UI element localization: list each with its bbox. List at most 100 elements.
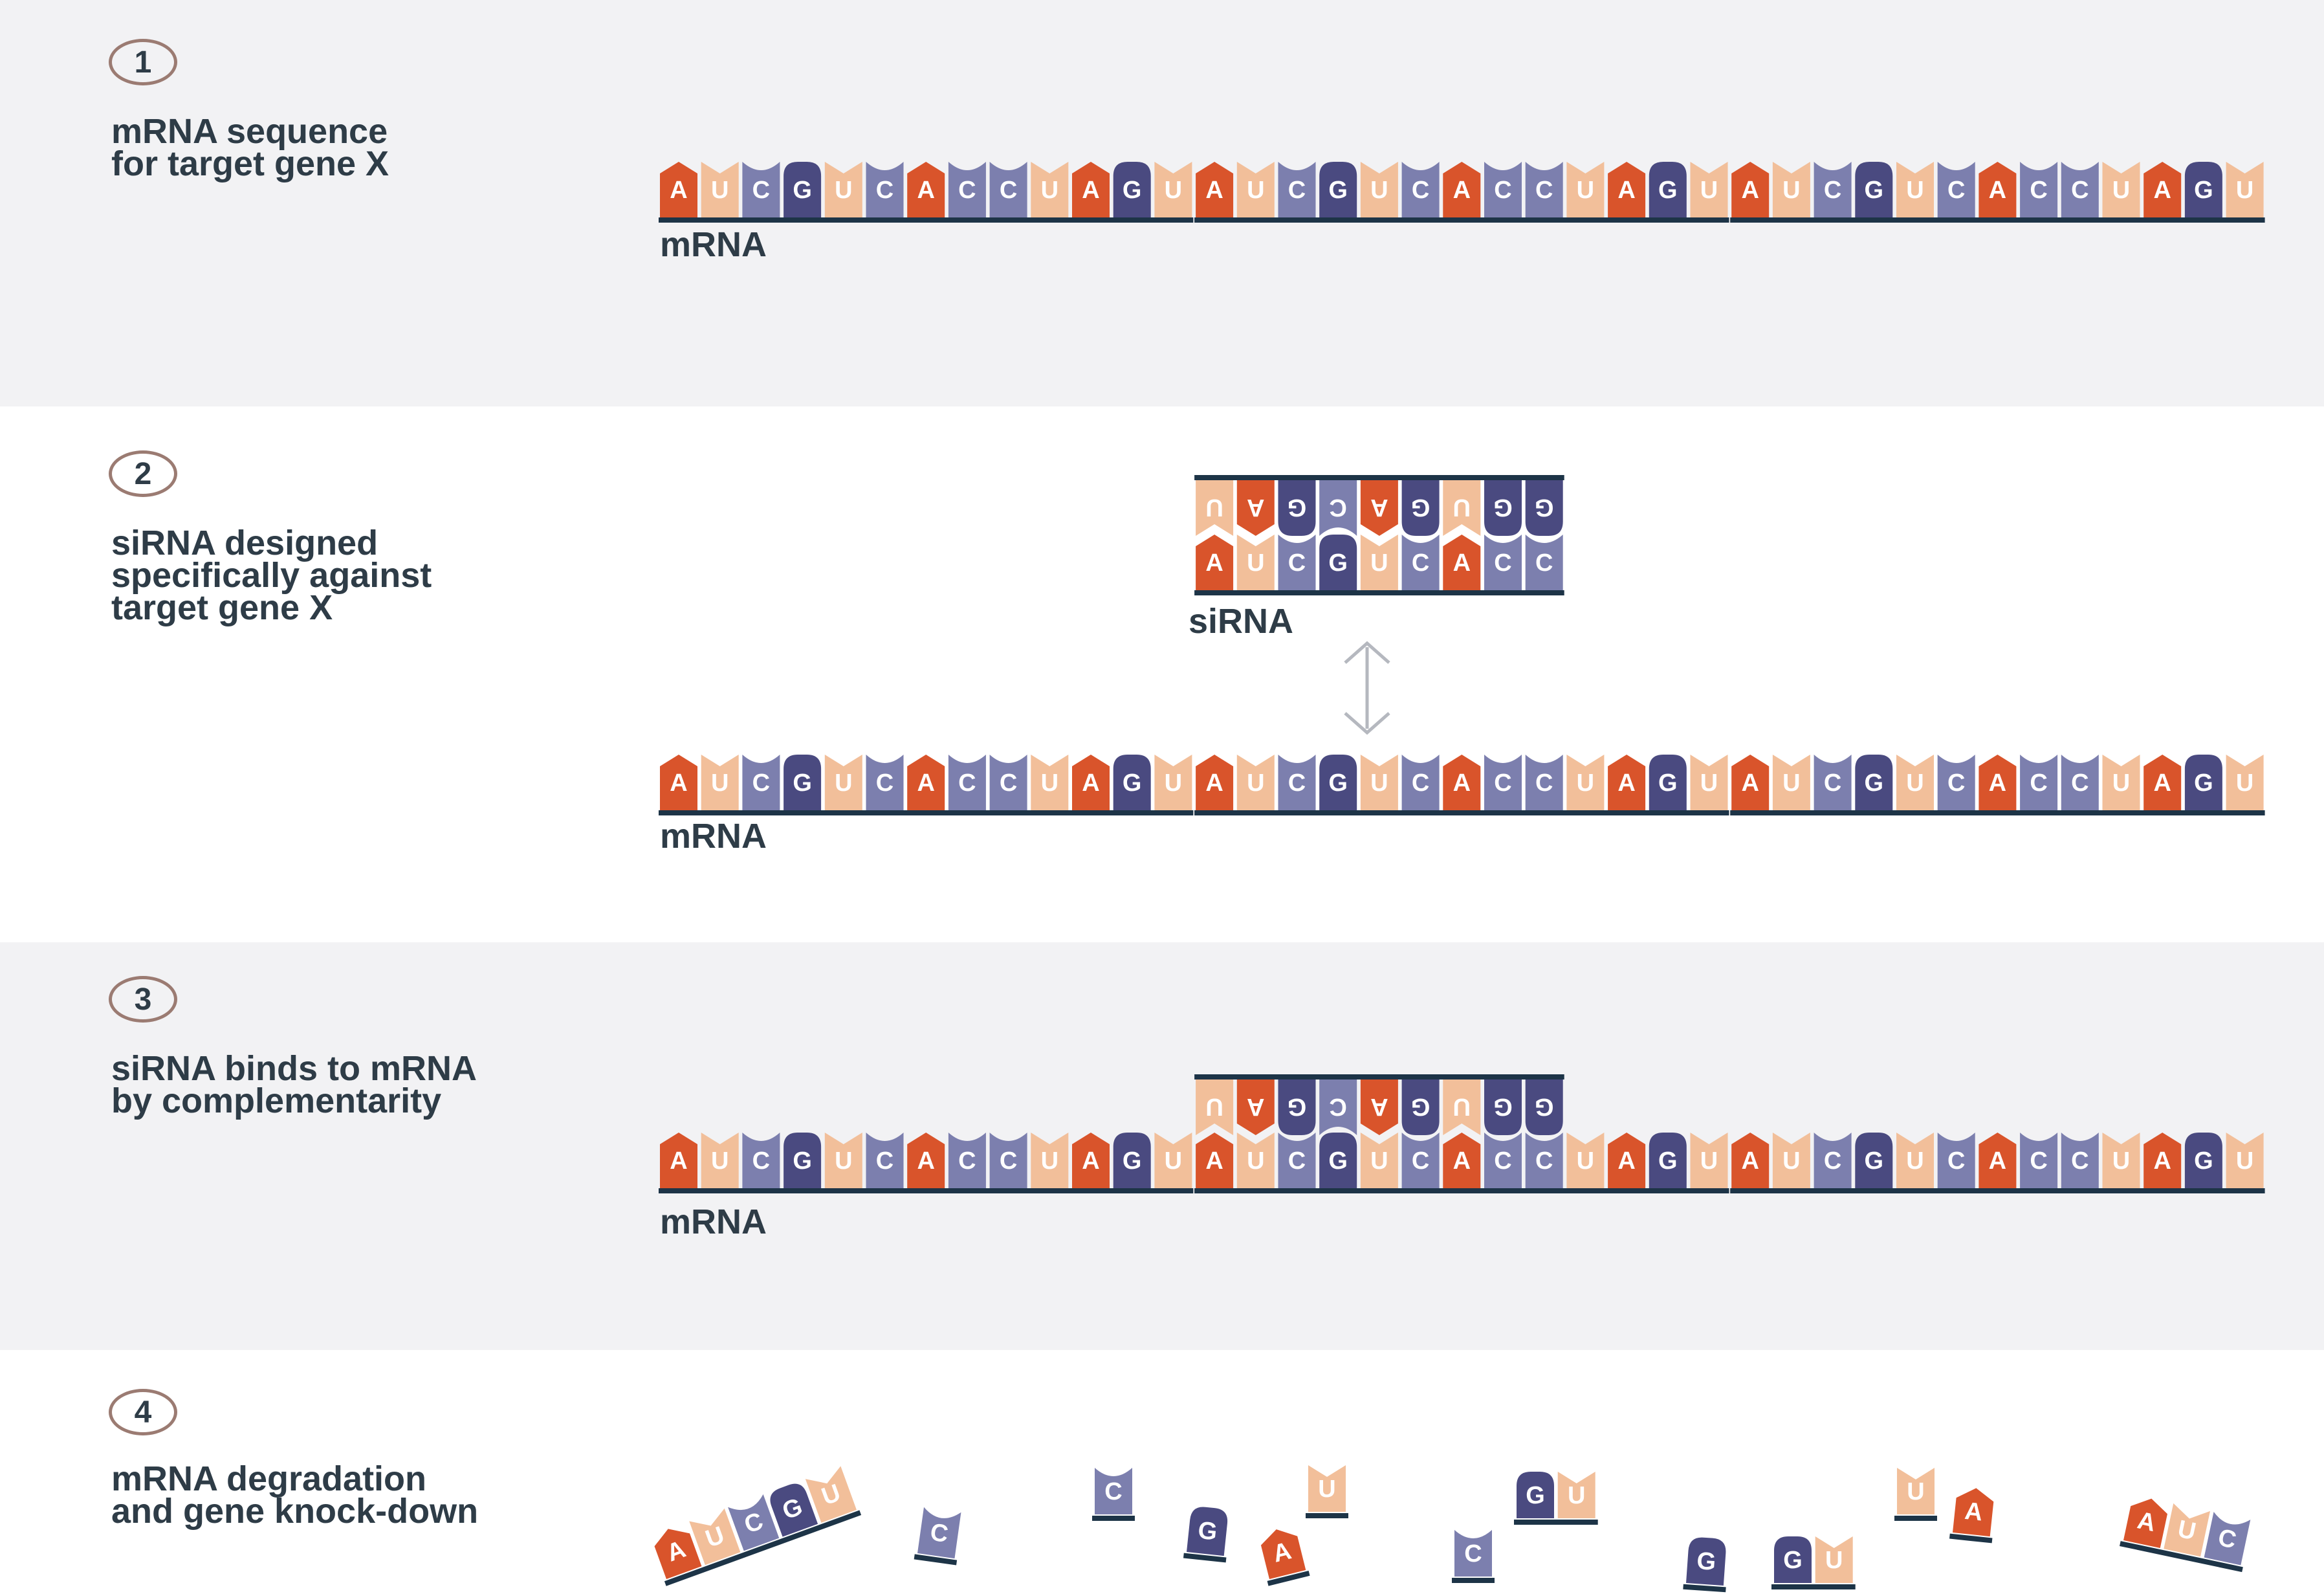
base-shape xyxy=(824,755,862,810)
base-shape xyxy=(1649,755,1687,810)
nucleotide-a: A xyxy=(1731,1133,1770,1188)
base-shape xyxy=(1896,162,1934,217)
base-letter: A xyxy=(917,177,934,204)
nucleotide-a: A xyxy=(2143,1133,2182,1188)
nucleotide-g: G xyxy=(1855,162,1893,217)
base-letter: A xyxy=(2153,1147,2171,1175)
base-shape xyxy=(1443,1079,1481,1135)
nucleotide-c: C xyxy=(2061,755,2099,810)
base-shape xyxy=(1443,162,1481,217)
backbone xyxy=(1194,475,1564,480)
nucleotide-a: A xyxy=(907,162,945,217)
base-shape xyxy=(1236,1079,1275,1135)
base-shape xyxy=(1308,1465,1346,1512)
step-4-band xyxy=(0,1350,2324,1594)
nucleotide-a: A xyxy=(1608,1133,1646,1188)
nucleotide-c: C xyxy=(917,1507,961,1559)
base-shape xyxy=(1196,1079,1234,1135)
base-shape xyxy=(742,755,780,810)
fragment-g-2: G xyxy=(1683,1537,1726,1593)
fragment-a-1: A xyxy=(1260,1529,1310,1586)
nucleotide-g: G xyxy=(1686,1537,1726,1586)
nucleotide-u: U xyxy=(1154,755,1192,810)
base-shape xyxy=(1953,1488,1994,1537)
nucleotide-g: G xyxy=(784,162,822,217)
base-shape xyxy=(1154,162,1192,217)
base-letter: G xyxy=(1328,769,1348,797)
nucleotide-u: U xyxy=(1031,1133,1069,1188)
base-shape xyxy=(1196,162,1234,217)
base-shape xyxy=(1360,1079,1398,1135)
nucleotide-u: U xyxy=(824,162,862,217)
fragment-g-1: G xyxy=(1183,1507,1228,1563)
base-letter: C xyxy=(1000,1147,1017,1175)
base-letter: A xyxy=(2153,177,2171,204)
base-shape xyxy=(2143,755,2182,810)
nucleotide-u: U xyxy=(805,1466,857,1523)
nucleotide-u: U xyxy=(1236,162,1275,217)
base-shape xyxy=(2143,162,2182,217)
backbone xyxy=(659,810,1194,815)
base-letter: G xyxy=(2194,177,2213,204)
base-shape xyxy=(1113,162,1151,217)
base-letter: U xyxy=(1370,549,1388,577)
nucleotide-u: U xyxy=(1772,1133,1810,1188)
base-shape xyxy=(1937,162,1975,217)
base-letter: C xyxy=(1464,1540,1482,1567)
nucleotide-a: A xyxy=(1443,535,1481,590)
backbone xyxy=(1183,1553,1227,1563)
backbone xyxy=(1267,1570,1310,1586)
base-shape xyxy=(1319,480,1357,536)
base-letter: C xyxy=(1329,1093,1346,1120)
nucleotide-a: A xyxy=(1236,480,1275,536)
nucleotide-u: U xyxy=(1360,162,1398,217)
nucleotide-g: G xyxy=(2184,162,2222,217)
nucleotide-a: A xyxy=(1236,1079,1275,1135)
base-letter: G xyxy=(1783,1547,1803,1574)
base-letter: G xyxy=(1123,769,1142,797)
nucleotide-c: C xyxy=(1319,1079,1357,1135)
base-letter: U xyxy=(1825,1547,1843,1574)
base-shape xyxy=(742,1133,780,1188)
step-3-description: siRNA binds to mRNA by complementarity xyxy=(111,1049,477,1120)
base-letter: U xyxy=(2112,769,2130,797)
nucleotide-u: U xyxy=(701,1133,739,1188)
nucleotide-c: C xyxy=(1525,535,1563,590)
nucleotide-c: C xyxy=(1484,535,1522,590)
nucleotide-u: U xyxy=(701,162,739,217)
nucleotide-u: U xyxy=(1236,755,1275,810)
base-shape xyxy=(1319,535,1357,590)
base-letter: G xyxy=(1197,1517,1219,1546)
base-shape xyxy=(907,1133,945,1188)
base-shape xyxy=(1525,1133,1563,1188)
backbone xyxy=(1514,1520,1598,1525)
base-letter: A xyxy=(1989,769,2006,797)
nucleotide-c: C xyxy=(1484,755,1522,810)
base-letter: U xyxy=(1165,1147,1182,1175)
nucleotide-g: G xyxy=(2184,755,2222,810)
base-shape xyxy=(1031,1133,1069,1188)
base-shape xyxy=(1196,535,1234,590)
base-shape xyxy=(1443,480,1481,536)
nucleotide-c: C xyxy=(989,755,1027,810)
nucleotide-c: C xyxy=(1278,162,1316,217)
nucleotide-u: U xyxy=(1772,162,1810,217)
nucleotide-a: A xyxy=(1072,162,1110,217)
nucleotide-c: C xyxy=(1401,1133,1440,1188)
base-shape xyxy=(1855,1133,1893,1188)
nucleotide-g: G xyxy=(1113,162,1151,217)
base-shape xyxy=(1196,755,1234,810)
base-shape xyxy=(1484,535,1522,590)
base-letter: A xyxy=(1370,494,1388,521)
base-shape xyxy=(1236,480,1275,536)
nucleotide-c: C xyxy=(1278,1133,1316,1188)
base-letter: G xyxy=(1658,177,1678,204)
nucleotide-c: C xyxy=(2061,162,2099,217)
base-letter: A xyxy=(1082,769,1099,797)
base-letter: C xyxy=(1494,549,1511,577)
nucleotide-a: A xyxy=(654,1529,702,1579)
base-letter: C xyxy=(1824,177,1841,204)
base-shape xyxy=(1319,1133,1357,1188)
base-letter: G xyxy=(2194,1147,2213,1175)
